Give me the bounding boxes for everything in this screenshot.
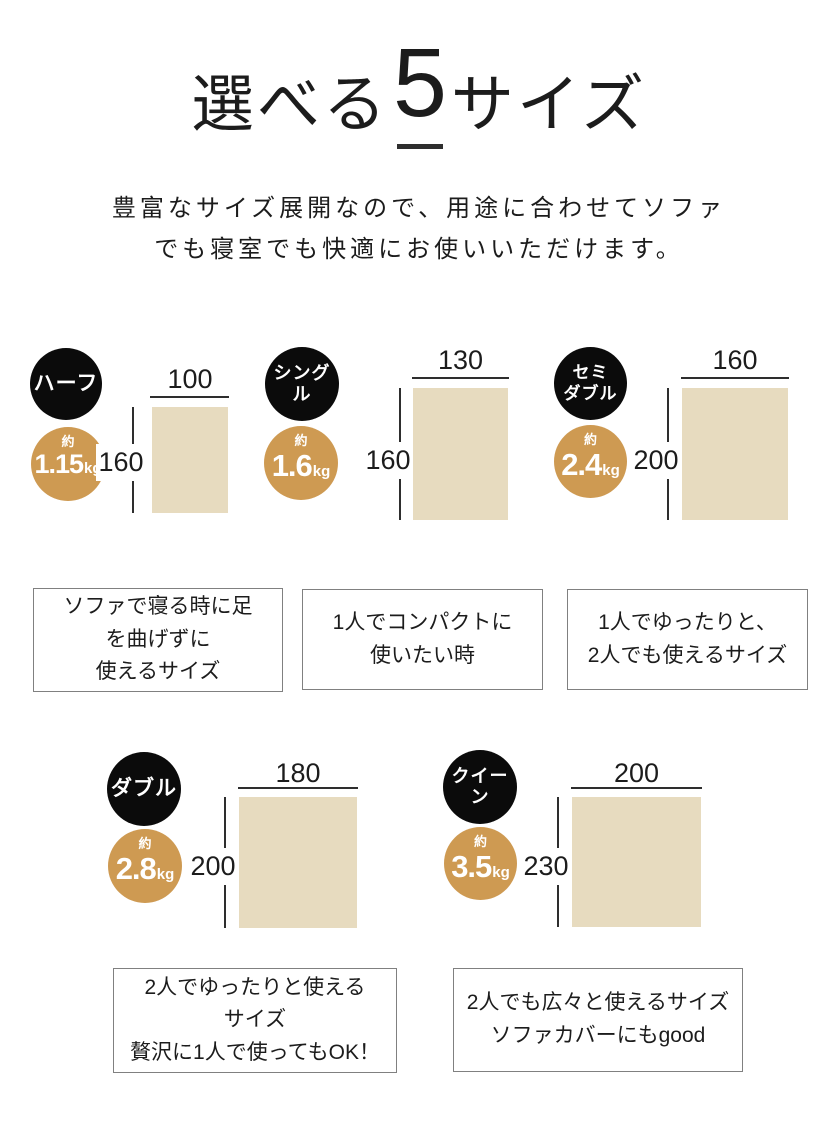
description-box: 1人でゆったりと、 2人でも使えるサイズ	[567, 589, 808, 690]
size-name-badge: セミ ダブル	[554, 347, 627, 420]
height-value-label: 160	[96, 444, 146, 481]
width-value-label: 180	[275, 758, 321, 788]
width-value-label: 160	[712, 345, 758, 375]
size-name-badge: クイーン	[443, 750, 517, 824]
title-lead: 選べる	[190, 70, 389, 140]
count-underline	[396, 144, 443, 149]
width-value-label: 100	[167, 364, 213, 394]
title-tail: サイズ	[450, 70, 648, 140]
weight-value-row: 2.8 kg	[115, 851, 175, 886]
weight-value-row: 2.4 kg	[561, 447, 620, 482]
width-dimension-line	[150, 396, 229, 398]
weight-value: 1.15	[34, 449, 84, 479]
width-dimension-line	[238, 787, 358, 789]
width-dimension-line	[681, 377, 789, 379]
weight-badge: 約 2.4 kg	[554, 425, 627, 498]
height-value-label: 160	[363, 442, 413, 479]
weight-value-row: 1.6 kg	[271, 448, 331, 483]
weight-approx-label: 約	[583, 432, 597, 447]
width-value-label: 200	[613, 758, 660, 788]
weight-value: 1.6	[271, 448, 313, 483]
weight-badge: 約 1.15 kg	[31, 427, 105, 501]
weight-unit: kg	[602, 462, 620, 479]
weight-approx-label: 約	[294, 433, 308, 448]
height-value-label: 200	[631, 442, 681, 479]
weight-unit: kg	[492, 864, 510, 881]
title-count-wrap: 5	[392, 27, 447, 149]
weight-badge: 約 3.5 kg	[444, 827, 517, 900]
blanket-rect	[413, 388, 508, 520]
blanket-rect	[572, 797, 701, 927]
description-text: 2人でゆったりと使える サイズ 贅沢に1人で使ってもOK！	[130, 975, 380, 1064]
blanket-rect	[682, 388, 788, 520]
subtitle: 豊富なサイズ展開なので、用途に合わせてソファ でも寝室でも快適にお使いいただけま…	[111, 195, 727, 264]
weight-approx-label: 約	[473, 834, 487, 849]
weight-approx-label: 約	[61, 434, 75, 449]
description-box: 2人でも広々と使えるサイズ ソファカバーにもgood	[453, 968, 743, 1072]
weight-value-row: 1.15 kg	[34, 449, 101, 480]
height-value-label: 230	[521, 848, 571, 885]
weight-badge: 約 1.6 kg	[264, 426, 338, 500]
description-text: 1人でゆったりと、 2人でも使えるサイズ	[587, 610, 788, 667]
blanket-rect	[239, 797, 357, 928]
width-value-label: 130	[437, 345, 484, 375]
weight-value: 3.5	[451, 849, 492, 884]
description-text: ソファで寝る時に足 を曲げずに 使えるサイズ	[63, 595, 253, 684]
description-text: 2人でも広々と使えるサイズ ソファカバーにもgood	[466, 991, 730, 1047]
size-name-badge: シングル	[265, 347, 339, 421]
description-box: 1人でコンパクトに 使いたい時	[302, 589, 543, 690]
width-dimension-line	[412, 377, 509, 379]
size-name-badge: ダブル	[107, 752, 181, 826]
height-value-label: 200	[188, 848, 238, 885]
weight-approx-label: 約	[138, 836, 152, 851]
description-box: 2人でゆったりと使える サイズ 贅沢に1人で使ってもOK！	[113, 968, 397, 1073]
title-count: 5	[392, 27, 447, 137]
description-box: ソファで寝る時に足 を曲げずに 使えるサイズ	[33, 588, 283, 692]
page-title: 選べる 5 サイズ	[0, 27, 838, 149]
weight-value: 2.8	[115, 851, 157, 886]
weight-unit: kg	[312, 463, 331, 480]
width-dimension-line	[571, 787, 702, 789]
description-text: 1人でコンパクトに 使いたい時	[332, 610, 513, 667]
weight-badge: 約 2.8 kg	[108, 829, 182, 903]
weight-unit: kg	[156, 866, 175, 883]
weight-value: 2.4	[561, 447, 602, 482]
blanket-rect	[152, 407, 228, 513]
weight-value-row: 3.5 kg	[451, 849, 510, 884]
size-name-badge: ハーフ	[30, 348, 102, 420]
